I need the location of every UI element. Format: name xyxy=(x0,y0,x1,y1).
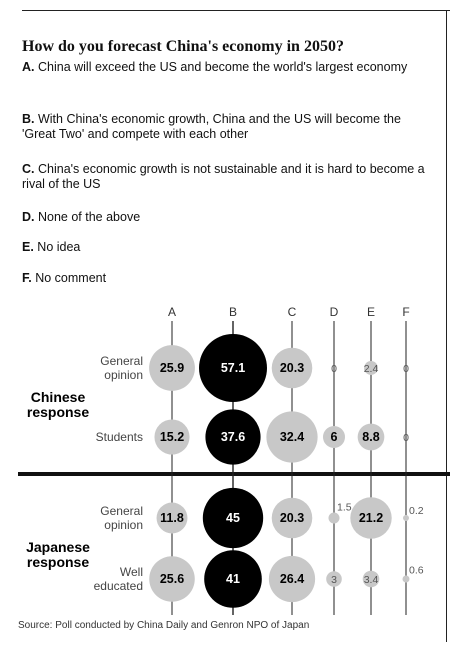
bubble-value-label: 0 xyxy=(403,363,409,375)
group-label: Chinese response xyxy=(27,389,89,420)
bubble-chart: A B C D E F Chinese response General opinion 25.9 5… xyxy=(18,305,450,615)
bubble-value-label: 8.8 xyxy=(362,430,379,444)
bubble xyxy=(322,425,346,449)
option-b: B. With China's economic growth, China a… xyxy=(22,112,432,142)
bubble-value-label: 20.3 xyxy=(280,511,304,525)
column-header-d: D xyxy=(330,305,339,319)
option-c-letter: C. xyxy=(22,162,35,176)
bubble xyxy=(199,334,267,402)
bubble xyxy=(268,555,316,603)
bubble-value-label: 20.3 xyxy=(280,361,304,375)
bubble-value-label: 3.4 xyxy=(364,574,379,586)
bubble xyxy=(350,497,392,539)
bubble-value-label: 6 xyxy=(331,430,338,444)
option-f-letter: F. xyxy=(22,271,32,285)
bubble-value-label: 32.4 xyxy=(280,430,304,444)
row-label: Students xyxy=(96,430,143,444)
bubble xyxy=(266,411,318,463)
bubble xyxy=(149,556,195,602)
bubble xyxy=(154,419,190,455)
option-a: A. China will exceed the US and become t… xyxy=(22,60,432,75)
bubble-value-label: 25.6 xyxy=(160,572,184,586)
bubble-value-label: 0 xyxy=(403,432,409,444)
chart-title: How do you forecast China's economy in 2… xyxy=(22,38,344,55)
option-c: C. China's economic growth is not sustai… xyxy=(22,162,432,192)
bubble-value-label: 25.9 xyxy=(160,361,184,375)
option-e-text: No idea xyxy=(37,240,81,254)
bubble xyxy=(364,361,378,375)
bubble-value-label: 2.4 xyxy=(364,363,379,375)
bubble xyxy=(149,345,195,391)
column-header-f: F xyxy=(402,305,409,319)
option-f: F. No comment xyxy=(22,271,432,286)
source-note: Source: Poll conducted by China Daily an… xyxy=(18,620,310,631)
bubble-value-label: 11.8 xyxy=(160,511,184,525)
bubble-value-label: 0.2 xyxy=(409,505,424,517)
bubble-value-label: 26.4 xyxy=(280,572,304,586)
group-label: Japanese response xyxy=(26,539,90,570)
bubble-value-label: 41 xyxy=(226,572,240,586)
bubble-value-label: 57.1 xyxy=(221,361,245,375)
bubble xyxy=(204,550,262,608)
option-f-text: No comment xyxy=(35,271,107,285)
bubble-value-label: 15.2 xyxy=(160,430,184,444)
bubble xyxy=(202,487,264,549)
bubble-value-label: 21.2 xyxy=(359,511,383,525)
bubble xyxy=(402,575,410,583)
bubble xyxy=(205,409,261,465)
option-a-letter: A. xyxy=(22,60,35,74)
column-header-c: C xyxy=(288,305,297,319)
option-b-letter: B. xyxy=(22,112,35,126)
bubble-value-label: 3 xyxy=(331,574,337,586)
bubble xyxy=(271,497,313,539)
option-e: E. No idea xyxy=(22,240,432,255)
row-label: General opinion xyxy=(100,354,143,382)
bubble xyxy=(328,512,340,524)
bubble-value-label: 0 xyxy=(331,363,337,375)
bubble xyxy=(271,347,313,389)
right-rule xyxy=(446,10,447,642)
bubble xyxy=(326,571,342,587)
option-d: D. None of the above xyxy=(22,210,432,225)
column-header-a: A xyxy=(168,305,176,319)
bubble xyxy=(357,423,385,451)
bubble xyxy=(403,515,409,521)
bubble xyxy=(362,570,380,588)
option-b-text: With China's economic growth, China and … xyxy=(22,112,401,141)
bubble-value-label: 45 xyxy=(226,511,240,525)
bubble-value-label: 1.5 xyxy=(337,501,352,513)
row-label: General opinion xyxy=(100,504,143,532)
option-d-letter: D. xyxy=(22,210,35,224)
column-header-b: B xyxy=(229,305,237,319)
bubble-value-label: 37.6 xyxy=(221,430,245,444)
top-rule xyxy=(22,10,450,11)
bubble-value-label: 0.6 xyxy=(409,565,424,577)
row-label: Well educated xyxy=(94,565,143,593)
group-separator xyxy=(18,472,450,476)
option-e-letter: E. xyxy=(22,240,34,254)
option-c-text: China's economic growth is not sustainab… xyxy=(22,162,425,191)
column-header-e: E xyxy=(367,305,375,319)
option-d-text: None of the above xyxy=(37,210,141,224)
option-a-text: China will exceed the US and become the … xyxy=(37,60,408,74)
bubble xyxy=(156,502,188,534)
